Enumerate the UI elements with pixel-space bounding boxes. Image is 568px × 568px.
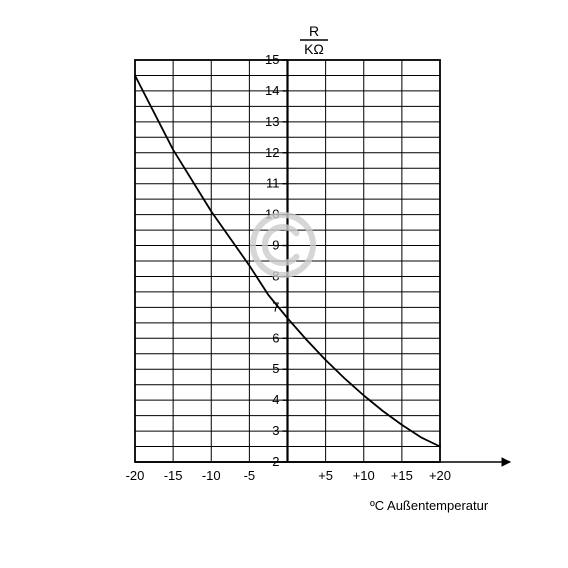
x-tick-label: -10	[202, 468, 221, 483]
y-tick-label: 4	[272, 392, 279, 407]
y-tick-label: 3	[272, 423, 279, 438]
y-tick-label: 11	[266, 176, 280, 191]
x-tick-label: +5	[318, 468, 333, 483]
x-tick-label: +10	[353, 468, 375, 483]
y-tick-label: 9	[272, 238, 279, 253]
y-tick-label: 6	[272, 330, 279, 345]
x-tick-label: -15	[164, 468, 183, 483]
y-tick-label: 5	[272, 361, 279, 376]
y-tick-label: 7	[272, 299, 279, 314]
y-tick-label: 15	[265, 52, 279, 67]
x-tick-label: -5	[244, 468, 256, 483]
x-axis-caption: ºC Außentemperatur	[370, 498, 489, 513]
y-tick-label: 13	[265, 114, 279, 129]
y-tick-label: 12	[265, 145, 279, 160]
x-tick-label: +20	[429, 468, 451, 483]
y-tick-label: 2	[272, 454, 279, 469]
x-tick-label: -20	[126, 468, 145, 483]
chart-axis-labels: R KΩ ºC Außentemperatur	[300, 23, 489, 513]
resistance-vs-temperature-chart: 23456789101112131415-20-15-10-5+5+10+15+…	[0, 0, 568, 568]
chart-container: { "chart": { "type": "line", "y_axis_lab…	[0, 0, 568, 568]
y-tick-label: 14	[265, 83, 279, 98]
chart-axes	[135, 60, 510, 466]
y-axis-label-denominator: KΩ	[304, 41, 324, 57]
y-axis-label-numerator: R	[309, 23, 319, 39]
x-tick-label: +15	[391, 468, 413, 483]
